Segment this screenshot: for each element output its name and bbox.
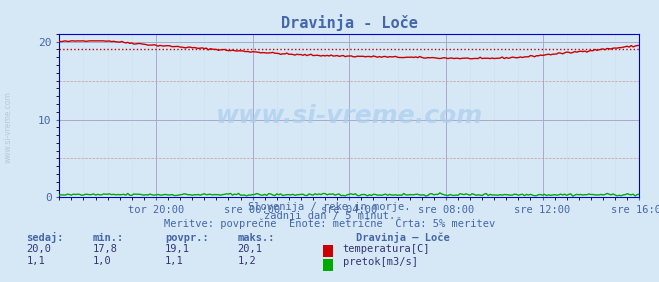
Text: povpr.:: povpr.: (165, 233, 208, 243)
Text: 20,1: 20,1 (237, 244, 262, 254)
Text: sedaj:: sedaj: (26, 232, 64, 243)
Text: Dravinja – Loče: Dravinja – Loče (356, 232, 449, 243)
Text: 19,1: 19,1 (165, 244, 190, 254)
Text: Meritve: povprečne  Enote: metrične  Črta: 5% meritev: Meritve: povprečne Enote: metrične Črta:… (164, 217, 495, 229)
Text: maks.:: maks.: (237, 233, 275, 243)
Text: 1,2: 1,2 (237, 256, 256, 266)
Text: 1,1: 1,1 (26, 256, 45, 266)
Text: min.:: min.: (92, 233, 123, 243)
Text: temperatura[C]: temperatura[C] (343, 244, 430, 254)
Text: 1,0: 1,0 (92, 256, 111, 266)
Title: Dravinja - Loče: Dravinja - Loče (281, 14, 418, 31)
Text: www.si-vreme.com: www.si-vreme.com (215, 103, 483, 128)
Text: 1,1: 1,1 (165, 256, 183, 266)
Text: Slovenija / reke in morje.: Slovenija / reke in morje. (248, 202, 411, 212)
Text: www.si-vreme.com: www.si-vreme.com (3, 91, 13, 163)
Text: 17,8: 17,8 (92, 244, 117, 254)
Text: zadnji dan / 5 minut.: zadnji dan / 5 minut. (264, 211, 395, 221)
Text: pretok[m3/s]: pretok[m3/s] (343, 257, 418, 267)
Text: 20,0: 20,0 (26, 244, 51, 254)
